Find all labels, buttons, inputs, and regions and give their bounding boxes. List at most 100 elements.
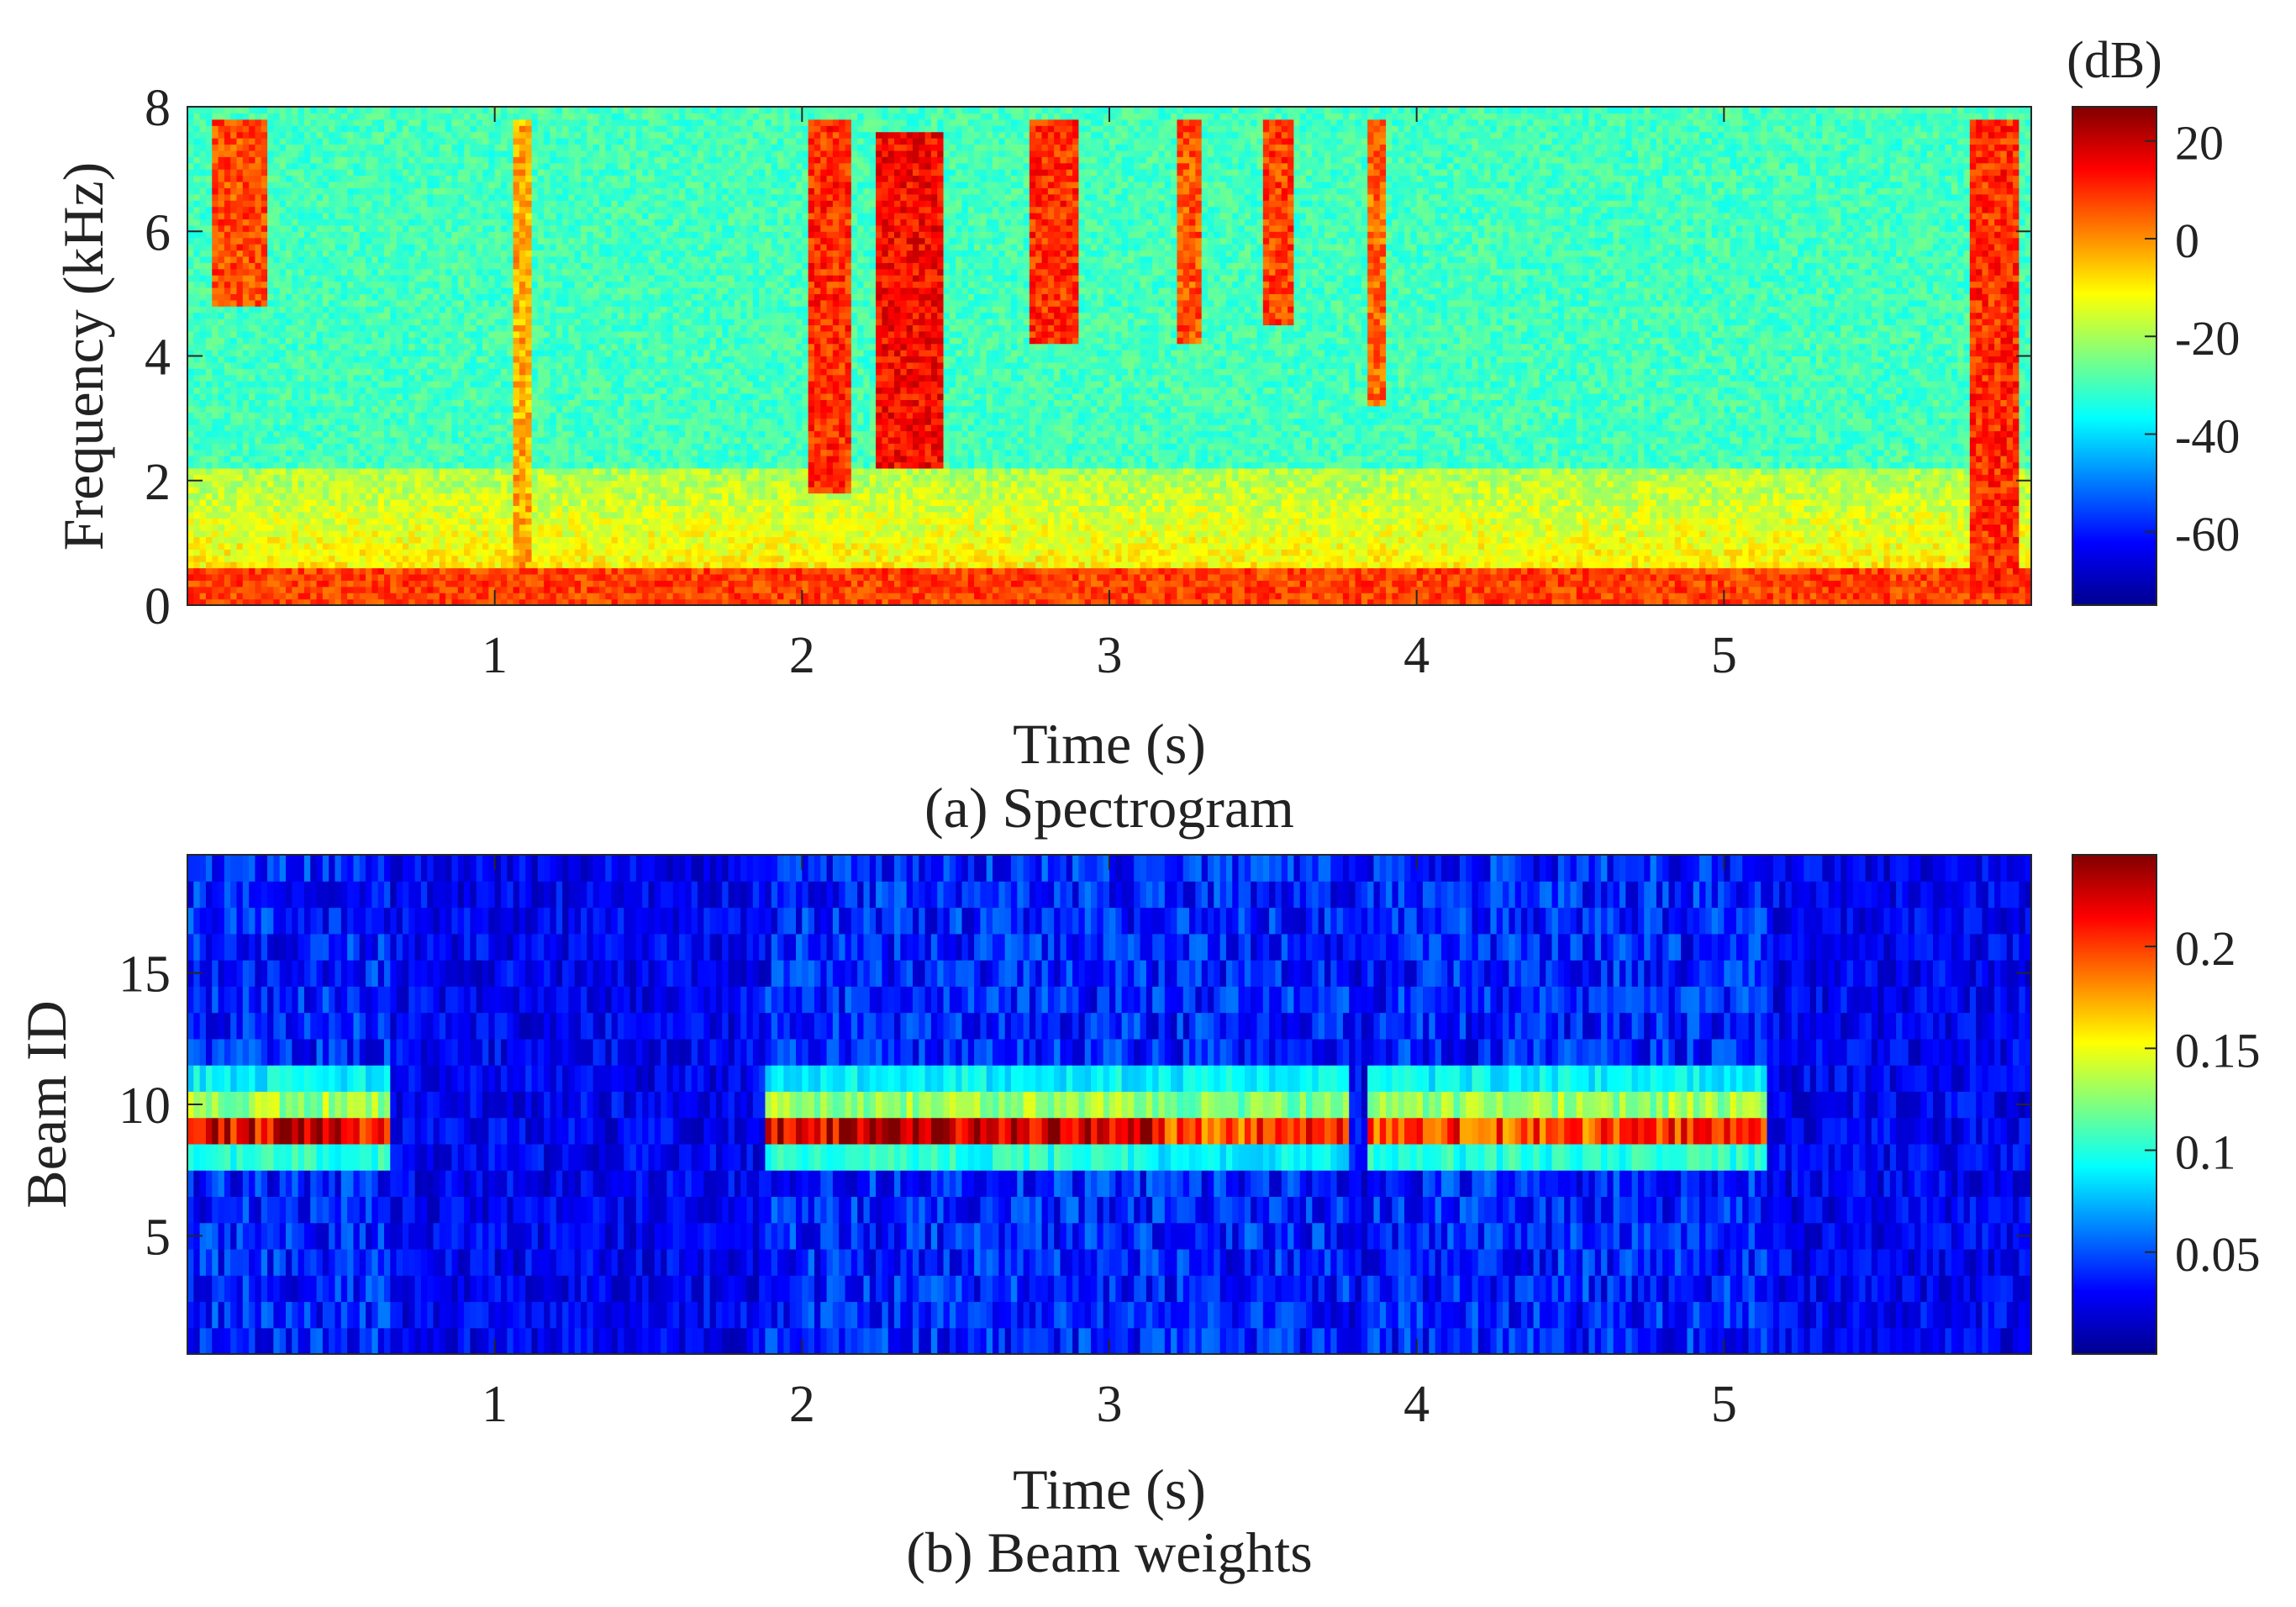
spectrogram-cell (482, 480, 489, 487)
spectrogram-cell (390, 181, 398, 188)
spectrogram-cell (420, 498, 428, 506)
spectrogram-cell (347, 474, 355, 482)
spectrogram-cell (433, 518, 440, 525)
spectrogram-cell (457, 156, 465, 164)
spectrogram-cell (457, 324, 465, 332)
spectrogram-cell (439, 561, 446, 569)
spectrogram-cell (476, 436, 483, 444)
spectrogram-cell (470, 156, 477, 164)
spectrogram-cell (205, 237, 213, 245)
spectrogram-cell (396, 187, 403, 195)
spectrogram-cell (255, 561, 262, 569)
spectrogram-cell (230, 443, 238, 450)
spectrogram-cell (286, 250, 292, 257)
spectrogram-cell (414, 306, 422, 313)
spectrogram-cell (347, 175, 355, 182)
spectrogram-cell (310, 231, 318, 239)
spectrogram-cell (525, 131, 533, 139)
spectrogram-cell (242, 337, 250, 345)
spectrogram-cell (396, 268, 403, 276)
spectrogram-cell (513, 393, 520, 400)
spectrogram-cell (359, 480, 366, 487)
spectrogram-cell (347, 561, 355, 569)
spectrogram-cell (187, 144, 194, 151)
spectrogram-cell (347, 368, 355, 376)
spectrogram-cell (322, 169, 329, 177)
spectrogram-cell (279, 524, 287, 531)
spectrogram-cell (273, 467, 281, 475)
spectrogram-cell (205, 474, 213, 482)
spectrogram-cell (255, 387, 262, 394)
spectrogram-cell (267, 169, 274, 177)
spectrogram-cell (205, 244, 213, 251)
spectrogram-cell (322, 268, 329, 276)
spectrogram-cell (224, 580, 231, 587)
spectrogram-cell (199, 387, 207, 394)
spectrogram-cell (457, 505, 465, 513)
spectrogram-cell (193, 231, 201, 239)
spectrogram-cell (261, 430, 268, 438)
spectrogram-cell (286, 125, 292, 133)
spectrogram-cell (316, 598, 324, 605)
spectrogram-cell (212, 330, 219, 338)
spectrogram-cell (562, 324, 570, 332)
spectrogram-cell (556, 187, 563, 195)
spectrogram-cell (205, 443, 213, 450)
spectrogram-cell (267, 287, 274, 294)
spectrogram-cell (482, 206, 489, 213)
spectrogram-cell (500, 580, 508, 587)
spectrogram-cell (568, 586, 576, 593)
spectrogram-cell (366, 275, 372, 282)
spectrogram-cell (525, 456, 533, 463)
spectrogram-cell (488, 399, 496, 407)
spectrogram-cell (261, 555, 268, 562)
spectrogram-cell (531, 505, 539, 513)
spectrogram-cell (550, 200, 557, 208)
spectrogram-cell (494, 293, 502, 301)
spectrogram-cell (242, 412, 250, 419)
spectrogram-cell (500, 206, 508, 213)
spectrogram-cell (433, 412, 440, 419)
spectrogram-cell (340, 586, 348, 593)
spectrogram-cell (236, 262, 244, 270)
spectrogram-cell (366, 262, 372, 270)
spectrogram-cell (286, 275, 292, 282)
spectrogram-cell (562, 536, 570, 544)
spectrogram-cell (347, 187, 355, 195)
spectrogram-cell (384, 144, 391, 151)
spectrogram-cell (261, 573, 268, 581)
spectrogram-cell (470, 138, 477, 145)
spectrogram-cell (377, 175, 385, 182)
spectrogram-cell (482, 524, 489, 531)
spectrogram-cell (329, 418, 336, 425)
spectrogram-cell (249, 593, 256, 600)
spectrogram-cell (340, 169, 348, 177)
spectrogram-cell (457, 412, 465, 419)
spectrogram-cell (267, 449, 274, 456)
spectrogram-cell (414, 505, 422, 513)
spectrogram-cell (303, 150, 311, 157)
spectrogram-cell (550, 436, 557, 444)
spectrogram-cell (199, 312, 207, 319)
spectrogram-cell (476, 542, 483, 550)
spectrogram-cell (193, 461, 201, 469)
spectrogram-cell (218, 343, 225, 350)
spectrogram-cell (439, 237, 446, 245)
spectrogram-cell (494, 542, 502, 550)
spectrogram-cell (353, 187, 361, 195)
spectrogram-cell (187, 498, 194, 506)
spectrogram-cell (556, 113, 563, 120)
spectrogram-cell (525, 399, 533, 407)
spectrogram-cell (414, 175, 422, 182)
spectrogram-cell (544, 268, 551, 276)
spectrogram-cell (353, 169, 361, 177)
spectrogram-cell (230, 487, 238, 494)
spectrogram-cell (531, 536, 539, 544)
spectrogram-cell (544, 456, 551, 463)
spectrogram-cell (292, 299, 299, 307)
spectrogram-cell (476, 262, 483, 270)
spectrogram-cell (366, 405, 372, 413)
spectrogram-cell (199, 549, 207, 556)
spectrogram-cell (230, 498, 238, 506)
spectrogram-cell (334, 169, 342, 177)
